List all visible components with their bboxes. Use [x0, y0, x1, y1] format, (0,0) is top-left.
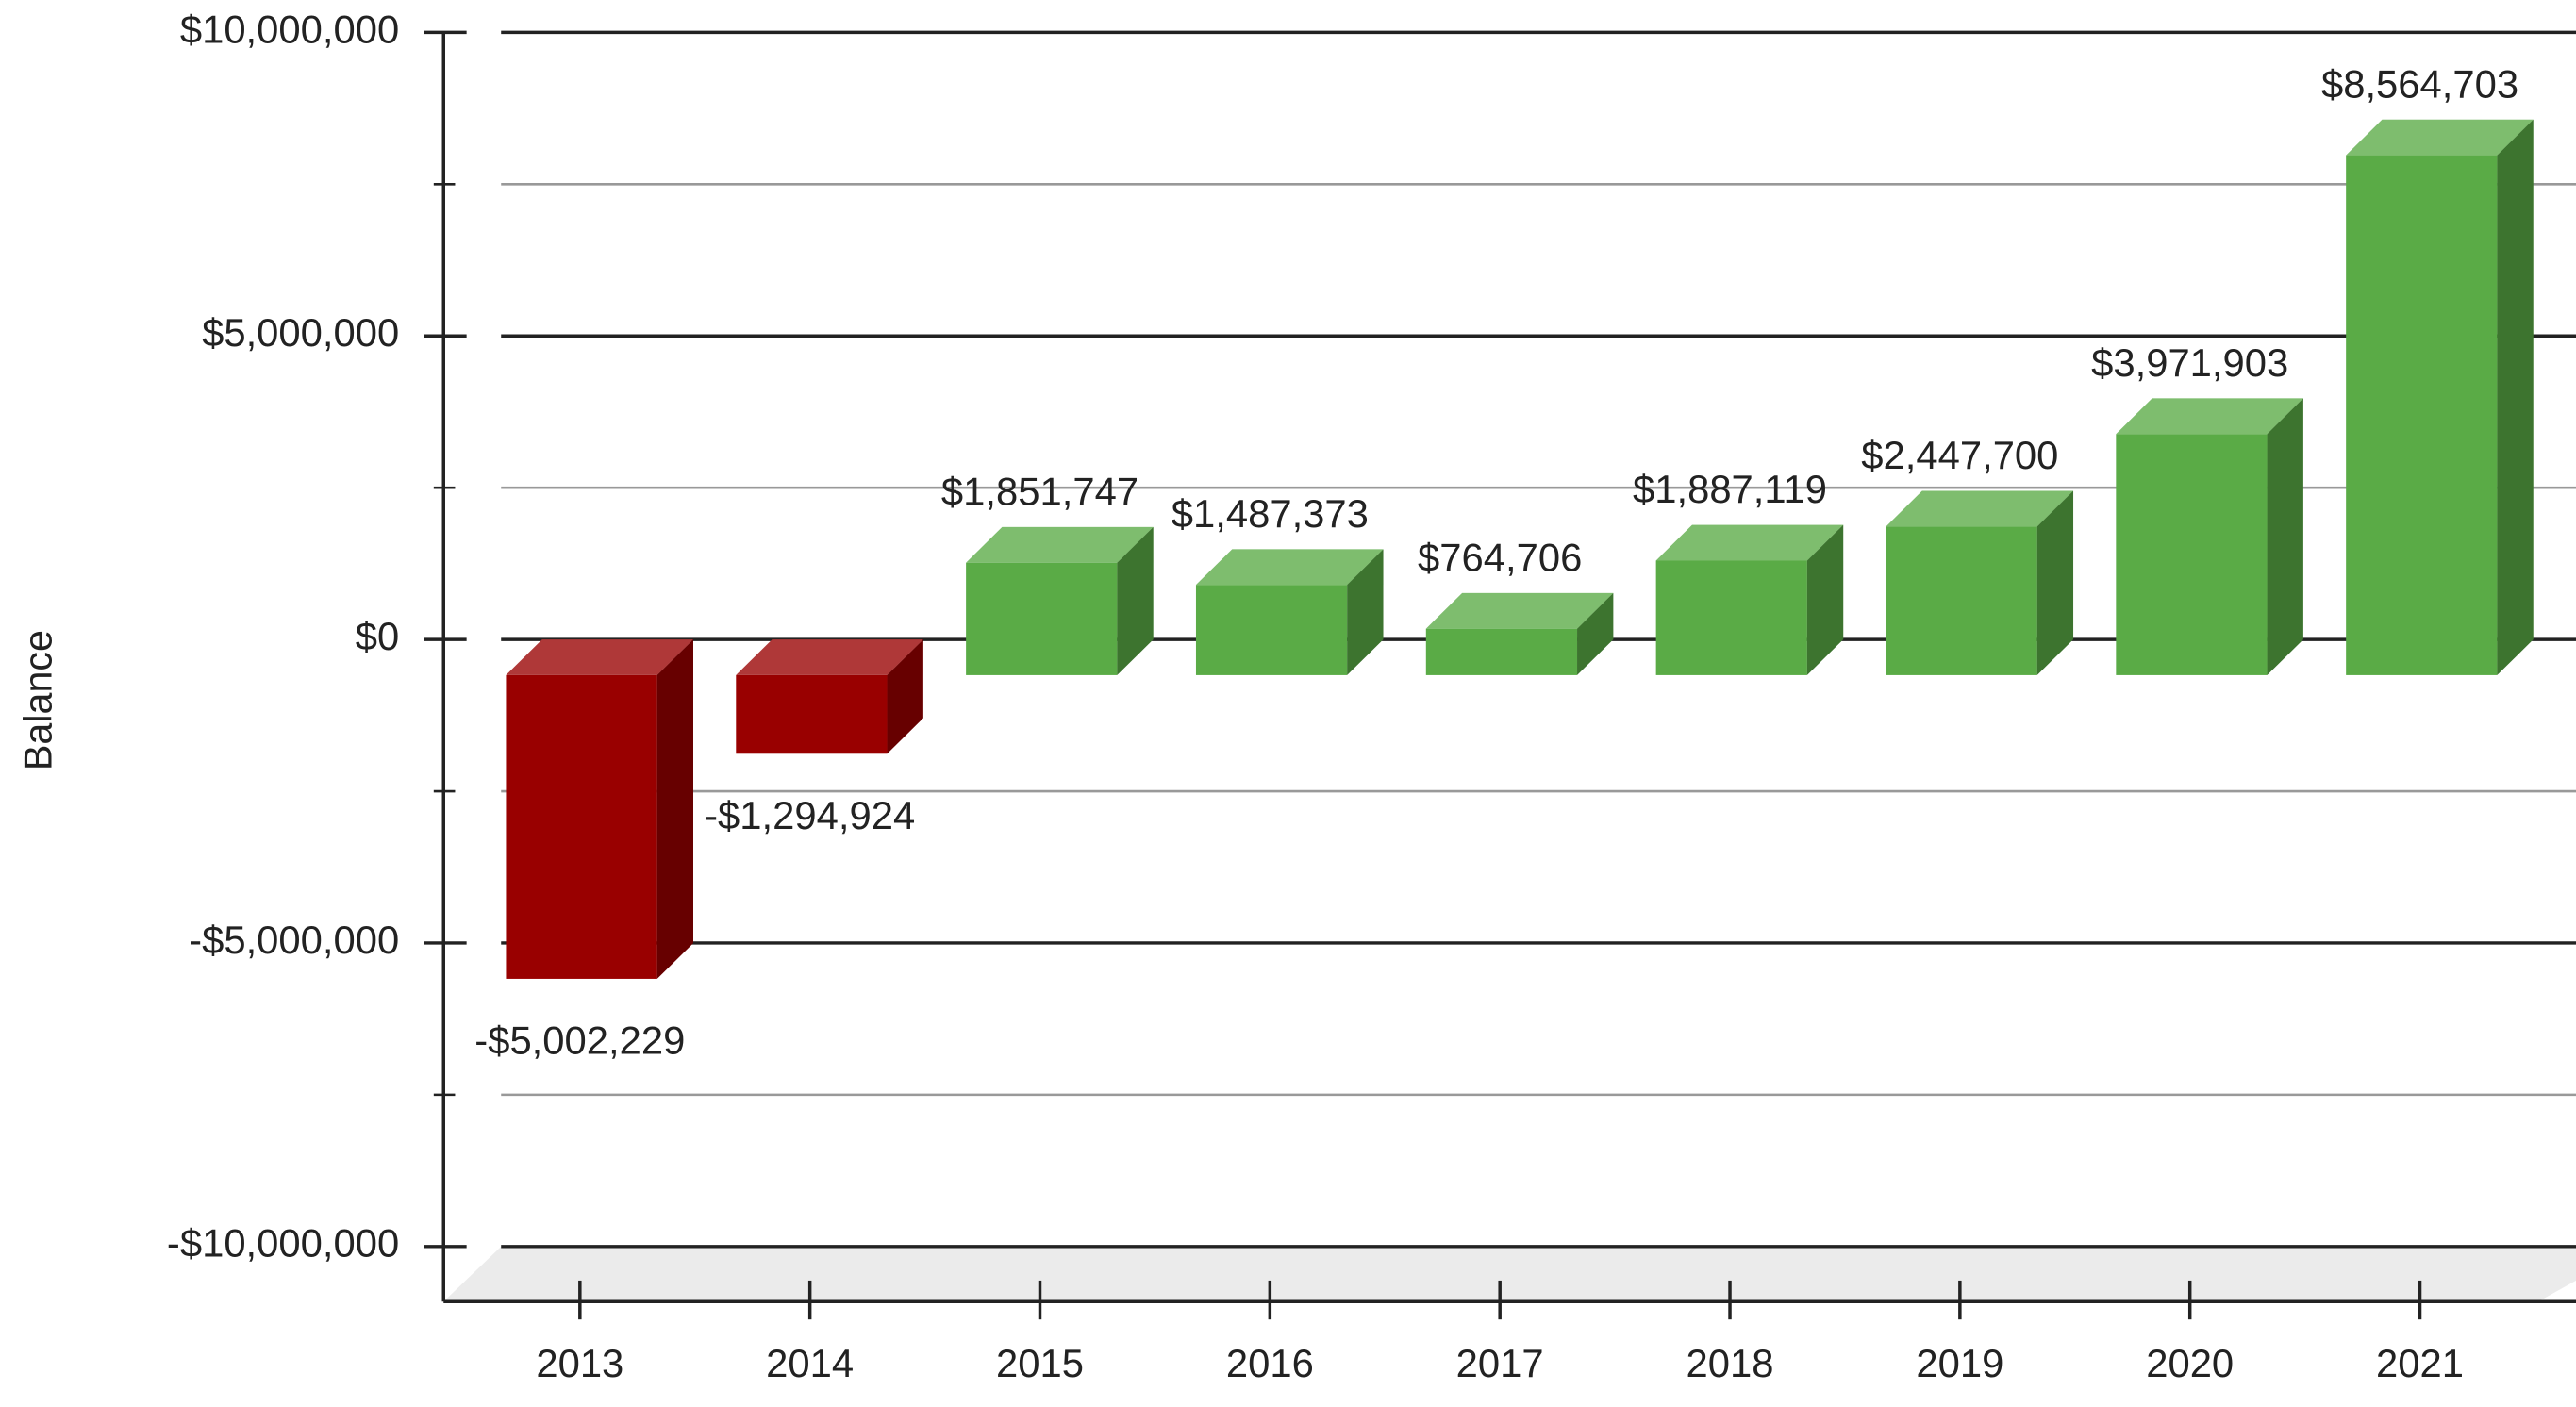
bar-side: [2497, 119, 2534, 675]
bar: [1195, 549, 1384, 675]
x-tick-label: 2019: [1916, 1341, 2003, 1385]
bar-top-shade: [1425, 592, 1614, 629]
bar-top: [966, 526, 1154, 563]
bar: [2346, 119, 2534, 675]
bar-side-shade: [2267, 398, 2303, 675]
y-tick-label: $5,000,000: [202, 310, 399, 355]
y-axis-label: Balance: [15, 630, 59, 770]
bar-top: [1195, 549, 1384, 586]
bar-side: [1117, 526, 1154, 675]
bar-front: [1886, 526, 2037, 675]
bar-side-shade: [1806, 524, 1844, 675]
bar-side: [2267, 398, 2303, 675]
x-tick-label: 2021: [2376, 1341, 2464, 1385]
y-tick-label: -$5,000,000: [189, 918, 399, 962]
bar-front: [506, 674, 657, 979]
bar-top-shade: [1886, 490, 2074, 527]
bar-top: [2116, 398, 2303, 435]
bar-side-shade: [1577, 592, 1614, 675]
bar-top-shade: [736, 639, 923, 675]
value-label: -$1,294,924: [705, 793, 915, 837]
bar-top: [506, 639, 694, 675]
bar-top: [2346, 119, 2534, 156]
bar-top: [1886, 490, 2074, 527]
value-label: $1,851,747: [941, 470, 1138, 514]
x-tick-label: 2018: [1687, 1341, 1774, 1385]
bar-side-shade: [887, 639, 923, 754]
bar-side: [1806, 524, 1844, 675]
y-tick-label: $10,000,000: [180, 8, 399, 52]
bar-side: [1577, 592, 1614, 675]
x-tick-label: 2014: [766, 1341, 854, 1385]
bar-top-shade: [1195, 549, 1384, 586]
bar: [966, 526, 1154, 675]
value-label: $1,887,119: [1633, 467, 1827, 511]
bar-front: [2116, 434, 2268, 675]
bar-side-shade: [2036, 490, 2074, 675]
bar: [1886, 490, 2074, 675]
y-tick-label: $0: [356, 614, 399, 658]
bar: [1655, 524, 1844, 675]
bar-top-shade: [506, 639, 694, 675]
bar-top: [736, 639, 923, 675]
bar-front: [1425, 628, 1578, 675]
bar-front: [2346, 155, 2498, 675]
bar-top: [1655, 524, 1844, 561]
bar: [1425, 592, 1614, 675]
bar-front: [1655, 560, 1807, 675]
x-tick-label: 2013: [536, 1341, 623, 1385]
x-tick-label: 2017: [1456, 1341, 1544, 1385]
bar-side: [887, 639, 923, 754]
bar: [736, 639, 923, 754]
bar-top-shade: [1655, 524, 1844, 561]
value-label: -$5,002,229: [474, 1018, 685, 1063]
x-tick-label: 2015: [996, 1341, 1084, 1385]
value-label: $764,706: [1418, 536, 1582, 580]
bar-side-shade: [2497, 119, 2534, 675]
x-tick-label: 2016: [1226, 1341, 1314, 1385]
bar-front: [966, 562, 1118, 675]
bar-front: [736, 674, 888, 754]
bar-top-shade: [966, 526, 1154, 563]
y-tick-label: -$10,000,000: [167, 1221, 399, 1266]
value-label: $3,971,903: [2091, 340, 2288, 385]
bar-front: [1195, 585, 1348, 675]
bar-side-shade: [1117, 526, 1154, 675]
bar: [506, 639, 694, 979]
floor: [443, 1246, 2576, 1302]
bar-side: [2036, 490, 2074, 675]
bar-side-shade: [1347, 549, 1384, 675]
bar-top: [1425, 592, 1614, 629]
bar-top-shade: [2346, 119, 2534, 156]
value-label: $2,447,700: [1861, 433, 2058, 477]
value-label: $8,564,703: [2321, 62, 2518, 107]
x-tick-label: 2020: [2146, 1341, 2234, 1385]
bar-side: [656, 639, 694, 979]
bar-side: [1347, 549, 1384, 675]
bar-side-shade: [656, 639, 694, 979]
bar-top-shade: [2116, 398, 2303, 435]
value-label: $1,487,373: [1172, 491, 1369, 536]
bar: [2116, 398, 2303, 675]
